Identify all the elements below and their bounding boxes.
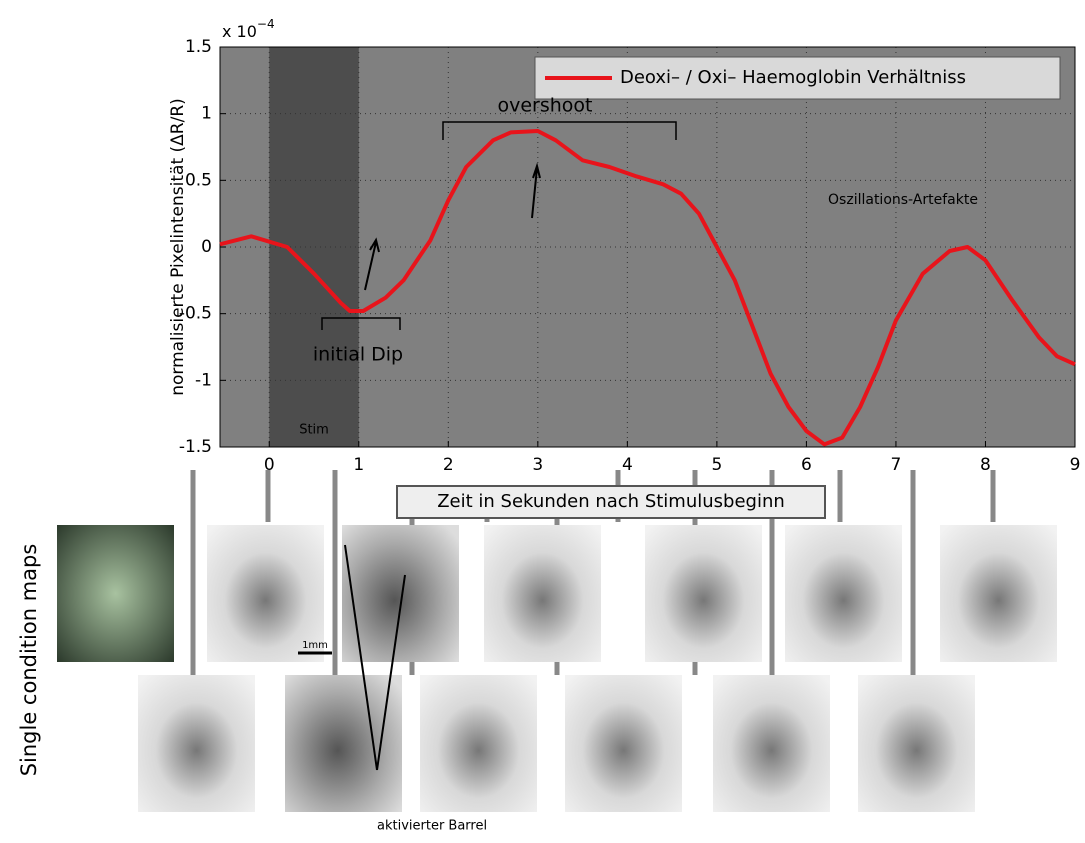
map-image: [785, 525, 902, 662]
arrow: [531, 162, 541, 219]
barrel-label: aktivierter Barrel: [377, 819, 487, 834]
x-tick-label: 3: [532, 455, 543, 475]
y-tick-label: -0.5: [179, 304, 212, 324]
map-image: [285, 675, 402, 812]
y-multiplier: x 10−4: [222, 17, 275, 41]
y-tick-label: 1: [201, 104, 212, 124]
scale-label: 1mm: [302, 640, 328, 651]
map-image: [207, 525, 324, 662]
panel-label: Single condition maps: [17, 544, 41, 777]
pointer: [344, 544, 378, 771]
map-image: [484, 525, 601, 662]
x-axis-label: Zeit in Sekunden nach Stimulusbeginn: [437, 491, 785, 512]
data-line: [219, 129, 1076, 447]
map-image: [858, 675, 975, 812]
map-image: [645, 525, 762, 662]
y-tick-label: 1.5: [185, 37, 212, 57]
y-tick-label: 0.5: [185, 170, 212, 190]
pointer: [376, 574, 406, 771]
y-tick-label: -1.5: [179, 437, 212, 457]
x-tick-label: 9: [1070, 455, 1081, 475]
x-tick-label: 6: [801, 455, 812, 475]
legend-box: [534, 56, 1061, 100]
y-tick-label: -1: [195, 370, 212, 390]
legend-label: Deoxi– / Oxi– Haemoglobin Verhältniss: [620, 67, 966, 88]
x-tick-label: 5: [711, 455, 722, 475]
bracket: [321, 317, 401, 330]
annotation: initial Dip: [313, 344, 403, 366]
map-image: [565, 675, 682, 812]
y-tick-label: 0: [201, 237, 212, 257]
map-image: [138, 675, 255, 812]
x-label-box: [396, 485, 826, 519]
map-image: [57, 525, 174, 662]
x-tick-label: 7: [891, 455, 902, 475]
x-tick-label: 8: [980, 455, 991, 475]
image-panels: [57, 470, 1057, 812]
bracket: [442, 121, 677, 140]
x-tick-label: 1: [353, 455, 364, 475]
x-tick-label: 4: [622, 455, 633, 475]
x-tick-label: 2: [443, 455, 454, 475]
plot-area: [220, 47, 1075, 447]
map-image: [940, 525, 1057, 662]
map-image: [713, 675, 830, 812]
stim-label: Stim: [299, 423, 329, 438]
y-axis-label: normalisierte Pixelintensität (ΔR/R): [168, 98, 188, 396]
x-tick-label: 0: [264, 455, 275, 475]
plot-frame: [219, 46, 1076, 448]
annotation: overshoot: [497, 95, 592, 117]
map-image: [420, 675, 537, 812]
annotation: Oszillations-Artefakte: [828, 192, 978, 208]
map-image: [342, 525, 459, 662]
arrow: [364, 237, 380, 291]
